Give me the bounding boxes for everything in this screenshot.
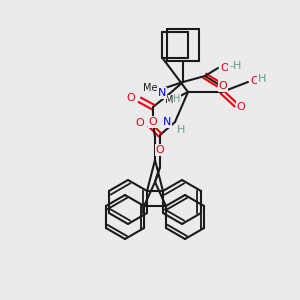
Text: Me: Me [142, 83, 157, 93]
Text: O: O [126, 93, 135, 103]
Text: Me: Me [165, 95, 179, 105]
Text: N: N [158, 88, 166, 98]
Text: H: H [258, 74, 266, 84]
Text: O: O [219, 81, 227, 91]
Text: O: O [148, 117, 158, 127]
Text: H: H [177, 125, 185, 135]
Text: H: H [173, 94, 180, 104]
Text: O: O [156, 145, 164, 155]
Text: O: O [237, 102, 245, 112]
Text: O: O [135, 118, 144, 128]
Text: O: O [250, 76, 259, 86]
Text: -H: -H [229, 61, 242, 71]
Text: O: O [220, 63, 229, 73]
Text: N: N [163, 117, 171, 127]
